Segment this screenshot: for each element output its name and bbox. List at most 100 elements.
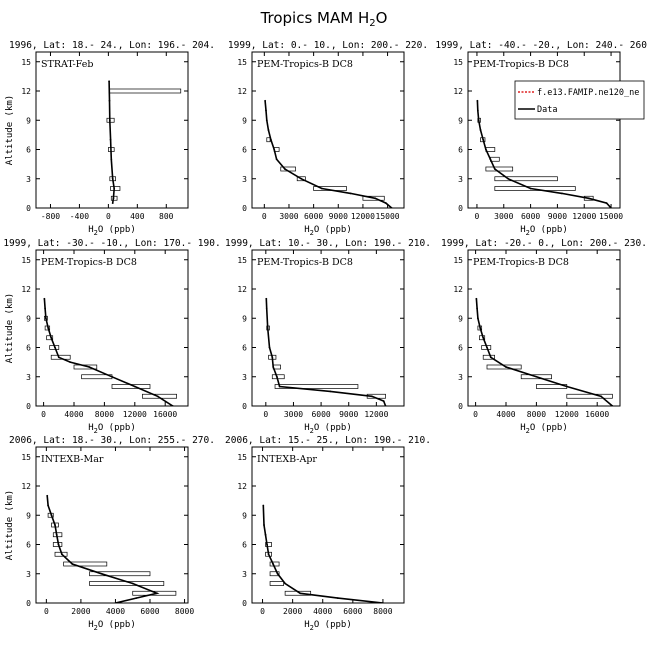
y-tick-label: 9: [458, 116, 463, 125]
data-point: [109, 138, 112, 141]
x-tick-label: 3000: [279, 212, 298, 221]
data-point: [265, 307, 268, 310]
data-point: [47, 327, 50, 329]
panel-campaign-label: PEM-Tropics-B DC8: [473, 59, 569, 70]
data-point: [108, 119, 111, 122]
x-axis-label-rest: O (ppb): [314, 423, 352, 433]
x-axis-label-sub: 2: [94, 427, 98, 435]
figure-title-end: O: [376, 9, 388, 27]
y-tick-label: 9: [458, 314, 463, 323]
data-point: [385, 202, 387, 205]
data-point: [264, 99, 267, 102]
data-point: [55, 533, 58, 536]
panel-title: 1999, Lat: -20.- 0., Lon: 200.- 230.: [441, 238, 647, 249]
x-axis-label-sub: 2: [526, 229, 530, 237]
y-tick-label: 3: [242, 570, 247, 579]
x-tick-label: 8000: [373, 607, 392, 616]
data-range-box: [108, 88, 182, 94]
data-point: [610, 207, 612, 208]
data-point: [475, 297, 478, 300]
data-point: [329, 390, 332, 393]
data-profile-line: [262, 505, 383, 603]
x-axis-label-h: H: [520, 225, 525, 235]
panel-plot-area: [262, 504, 384, 603]
y-axis-label: Altitude (km): [5, 293, 15, 363]
x-tick-label: 400: [130, 212, 145, 221]
x-tick-label: 9000: [548, 212, 567, 221]
x-tick-label: 2000: [71, 607, 90, 616]
data-profile-line: [43, 298, 174, 406]
data-profile-line: [46, 495, 160, 603]
y-tick-label: 12: [21, 482, 31, 491]
y-tick-label: 9: [242, 314, 247, 323]
panel-4: 1999, Lat: -30.- -10., Lon: 170.- 190. PE…: [3, 238, 220, 435]
panel-title: 1999, Lat: -30.- -10., Lon: 170.- 190.: [3, 238, 220, 249]
data-point: [264, 533, 267, 536]
x-axis-label-h: H: [304, 423, 309, 433]
data-point: [611, 405, 614, 406]
panel-campaign-label: PEM-Tropics-B DC8: [257, 257, 353, 268]
y-tick-label: 6: [458, 344, 463, 353]
data-point: [44, 317, 47, 320]
x-tick-label: 3000: [284, 410, 303, 419]
data-point: [489, 158, 492, 161]
data-range-box: [46, 335, 54, 341]
data-point: [171, 405, 174, 406]
data-point: [507, 177, 510, 180]
data-range-box: [520, 374, 552, 380]
data-point: [69, 361, 72, 364]
x-tick-label: 15000: [376, 212, 400, 221]
x-tick-label: 6000: [521, 212, 540, 221]
figure-title-main: Tropics MAM H: [260, 9, 370, 27]
x-tick-label: 16000: [153, 410, 177, 419]
panel-title: 2006, Lat: 18.- 30., Lon: 255.- 270.: [9, 435, 215, 446]
data-point: [111, 177, 114, 180]
data-point: [272, 366, 275, 368]
x-tick-label: 2000: [283, 607, 302, 616]
data-point: [54, 524, 56, 526]
x-axis-label-sub: 2: [94, 624, 98, 632]
panel-1: 1996, Lat: 18.- 24., Lon: 196.- 204. STRA…: [5, 40, 215, 237]
y-tick-label: 0: [242, 402, 247, 411]
y-tick-label: 9: [26, 116, 31, 125]
x-tick-label: 8000: [527, 410, 546, 419]
panel-title: 1999, Lat: -40.- -20., Lon: 240.- 260.: [435, 40, 648, 51]
y-tick-label: 12: [21, 285, 31, 294]
data-point: [587, 197, 590, 200]
data-point: [529, 187, 532, 190]
y-tick-label: 9: [242, 511, 247, 520]
data-point: [384, 405, 387, 406]
x-tick-label: 800: [159, 212, 174, 221]
data-point: [268, 346, 271, 349]
y-tick-label: 9: [26, 314, 31, 323]
panel-campaign-label: PEM-Tropics-B DC8: [257, 59, 353, 70]
data-point: [44, 307, 47, 310]
x-axis-label-sub: 2: [310, 229, 314, 237]
data-point: [477, 119, 480, 122]
panel-5: 1999, Lat: 10.- 30., Lon: 190.- 210. PEM-…: [225, 238, 431, 435]
panel-campaign-label: INTEXB-Apr: [257, 454, 317, 465]
data-point: [112, 197, 115, 200]
panel-plot-area: [265, 297, 387, 406]
data-point: [111, 375, 113, 378]
data-point: [263, 524, 265, 526]
x-tick-label: 0: [260, 607, 265, 616]
data-range-box: [265, 542, 272, 547]
y-tick-label: 0: [458, 402, 463, 411]
y-tick-label: 0: [26, 204, 31, 213]
panel-7: 2006, Lat: 18.- 30., Lon: 255.- 270. INTE…: [5, 435, 215, 632]
data-point: [133, 385, 136, 388]
data-range-box: [73, 364, 98, 370]
data-point: [54, 346, 56, 349]
x-tick-label: 12000: [555, 410, 579, 419]
y-tick-label: 6: [242, 146, 247, 155]
panel-campaign-label: INTEXB-Mar: [41, 454, 104, 465]
data-point: [382, 602, 384, 603]
data-point: [265, 297, 268, 300]
y-tick-label: 6: [242, 344, 247, 353]
data-range-box: [269, 571, 280, 577]
panel-6: 1999, Lat: -20.- 0., Lon: 200.- 230. PEM-…: [441, 238, 647, 435]
panel-campaign-label: PEM-Tropics-B DC8: [41, 257, 137, 268]
x-tick-label: 0: [106, 212, 111, 221]
